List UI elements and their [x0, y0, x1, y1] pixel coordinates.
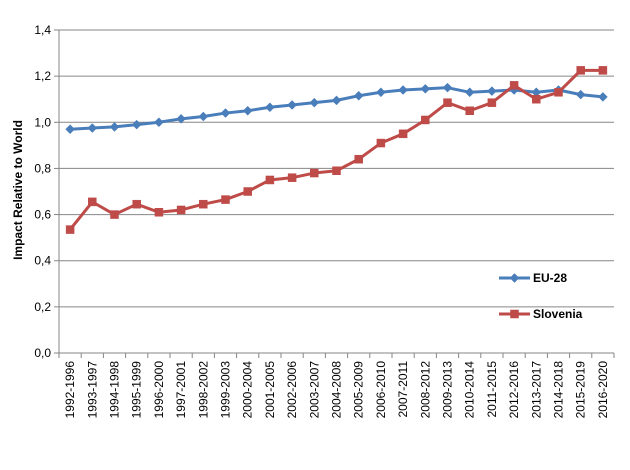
y-tick-label: 1,0 [34, 115, 51, 129]
data-point [110, 210, 119, 219]
data-point [376, 138, 386, 148]
data-point [465, 106, 474, 115]
data-point [532, 94, 541, 104]
x-tick-label: 1992-1996 [63, 361, 77, 419]
data-point [265, 175, 275, 185]
data-point [331, 95, 342, 106]
data-point [376, 87, 386, 98]
y-tick-label: 1,4 [34, 23, 51, 37]
x-tick-label: 1999-2003 [219, 361, 233, 419]
x-tick-label: 2012-2016 [507, 361, 521, 419]
data-point [332, 166, 341, 175]
data-point [154, 117, 164, 128]
data-point [398, 129, 408, 139]
data-point [198, 111, 209, 122]
data-point [464, 87, 475, 98]
y-tick-label: 0,2 [34, 300, 51, 314]
data-point [221, 195, 230, 204]
data-point [310, 168, 319, 178]
series [65, 66, 608, 234]
data-point [243, 187, 252, 196]
y-axis-title: Impact Relative to World [11, 120, 25, 260]
data-point [242, 105, 253, 116]
x-tick-label: 2010-2014 [463, 361, 477, 419]
data-point [576, 66, 585, 75]
x-tick-label: 2015-2019 [574, 361, 588, 419]
x-tick-label: 2006-2010 [374, 361, 388, 419]
legend-label: Slovenia [533, 307, 583, 321]
x-tick-label: 2016-2020 [596, 361, 610, 419]
x-tick-label: 2002-2006 [285, 361, 299, 419]
axes [54, 29, 615, 358]
data-point [65, 124, 75, 135]
x-tick-label: 2007-2011 [396, 361, 410, 418]
y-tick-label: 0,6 [34, 208, 51, 222]
data-point [575, 89, 586, 100]
data-point [510, 309, 519, 319]
data-point [265, 102, 275, 113]
x-tick-label: 2008-2012 [418, 361, 432, 419]
x-tick-label: 1998-2002 [196, 361, 210, 419]
data-point [287, 100, 297, 110]
data-point [487, 86, 497, 96]
data-point [220, 108, 231, 118]
data-point [353, 90, 364, 101]
y-tick-label: 1,2 [34, 69, 51, 83]
data-point [443, 98, 452, 107]
x-tick-label: 2013-2017 [529, 361, 543, 419]
x-tick-label: 2014-2018 [552, 361, 566, 419]
data-point [442, 82, 453, 93]
x-tick-label: 1995-1999 [130, 361, 144, 419]
data-point [509, 273, 520, 283]
data-point [309, 97, 320, 108]
data-point [87, 123, 98, 133]
data-point [421, 115, 430, 125]
data-point [176, 205, 186, 215]
x-tick-label: 1996-2000 [152, 361, 166, 419]
x-tick-label: 2000-2004 [241, 361, 255, 419]
data-point [509, 81, 519, 90]
data-point [398, 85, 408, 95]
y-tick-label: 0,8 [34, 161, 51, 175]
data-point [598, 66, 608, 75]
data-point [287, 173, 297, 182]
data-point [131, 119, 142, 130]
data-point [420, 83, 431, 94]
y-tick-label: 0,4 [34, 254, 51, 268]
x-tick-label: 2011-2015 [485, 361, 499, 418]
series-eu-28 [65, 82, 608, 135]
legend: EU-28 Slovenia [499, 271, 583, 321]
data-point [487, 98, 497, 107]
series-line [68, 68, 603, 231]
data-point [109, 122, 120, 132]
x-tick-label: 2003-2007 [307, 361, 321, 419]
x-tick-label: 1993-1997 [85, 361, 99, 419]
data-point [65, 225, 75, 234]
data-point [132, 199, 141, 209]
data-point [354, 154, 363, 164]
x-tick-label: 1994-1998 [108, 361, 122, 419]
data-point [176, 113, 186, 124]
data-point [88, 197, 97, 207]
y-tick-label: 0,0 [34, 346, 51, 360]
x-tick-label: 2005-2009 [352, 361, 366, 419]
legend-label: EU-28 [533, 271, 567, 285]
series-line [70, 86, 604, 131]
y-tick-labels: 0,0 0,2 0,4 0,6 0,8 1,0 1,2 1,4 [34, 23, 51, 360]
x-tick-label: 2009-2013 [441, 361, 455, 419]
series-slovenia [65, 66, 608, 234]
x-tick-label: 1997-2001 [174, 361, 188, 419]
data-point [598, 92, 608, 102]
data-point [199, 199, 208, 209]
data-point [154, 208, 164, 217]
x-tick-label: 2004-2008 [330, 361, 344, 419]
data-point [554, 88, 563, 97]
x-tick-labels: 1992-1996 1993-1997 1994-1998 1995-1999 1996… [63, 361, 610, 419]
x-tick-label: 2001-2005 [263, 361, 277, 419]
